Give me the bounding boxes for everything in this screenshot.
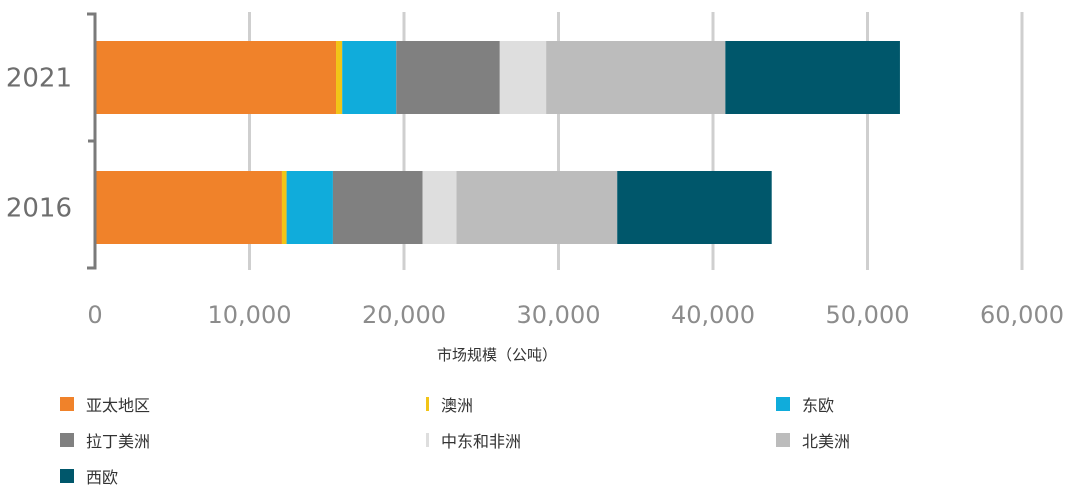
legend-label: 澳洲 [441,396,474,415]
x-tick-label: 10,000 [208,301,292,329]
x-tick-labels: 0 10,000 20,000 30,000 40,000 50,000 60,000 [87,301,1064,329]
legend: 亚太地区 澳洲 东欧拉丁美洲 中东和非洲 北美洲西欧 [60,392,1060,488]
x-tick-label: 50,000 [826,301,910,329]
bar-segment [617,171,772,244]
legend-label: 北美洲 [802,432,851,451]
y-category-labels: 2021 2016 [6,64,72,224]
x-axis-title: 市场规模（公吨） [437,346,557,364]
category-axis [87,12,97,270]
legend-item: 东欧 [776,392,834,416]
legend-item: 澳洲 [426,392,473,416]
category-label: 2021 [6,64,72,94]
bar-segment [95,41,337,114]
legend-swatch [60,469,74,483]
legend-item: 西欧 [60,464,118,488]
legend-swatch [776,433,790,447]
category-label: 2016 [6,194,72,224]
bar-segment [499,41,547,114]
legend-label: 拉丁美洲 [86,432,151,451]
bar-segment [342,41,397,114]
legend-item: 北美洲 [776,428,850,452]
bar-segment [286,171,333,244]
legend-swatch [776,397,790,411]
bar-segment [336,41,343,114]
legend-item: 亚太地区 [60,392,150,416]
bar-segment [456,171,618,244]
legend-swatch [60,433,74,447]
bar-segment [332,171,423,244]
bars [95,41,900,244]
legend-item: 中东和非洲 [426,428,521,452]
bar-segment [281,171,287,244]
stacked-bar-chart: 0 10,000 20,000 30,000 40,000 50,000 60,000 20… [6,12,1064,364]
x-tick-label: 0 [87,301,102,329]
x-tick-label: 20,000 [362,301,446,329]
bar-segment [396,41,500,114]
legend-swatch [426,433,429,447]
legend-swatch [426,397,429,411]
legend-label: 西欧 [86,468,119,487]
bar-segment [546,41,726,114]
legend-label: 亚太地区 [86,396,151,415]
bar-segment [422,171,457,244]
x-tick-label: 60,000 [980,301,1064,329]
legend-item: 拉丁美洲 [60,428,150,452]
legend-swatch [60,397,74,411]
bar-segment [95,171,282,244]
bar-segment [725,41,900,114]
x-tick-label: 40,000 [671,301,755,329]
x-tick-label: 30,000 [517,301,601,329]
legend-label: 中东和非洲 [441,432,522,451]
legend-label: 东欧 [802,396,835,415]
